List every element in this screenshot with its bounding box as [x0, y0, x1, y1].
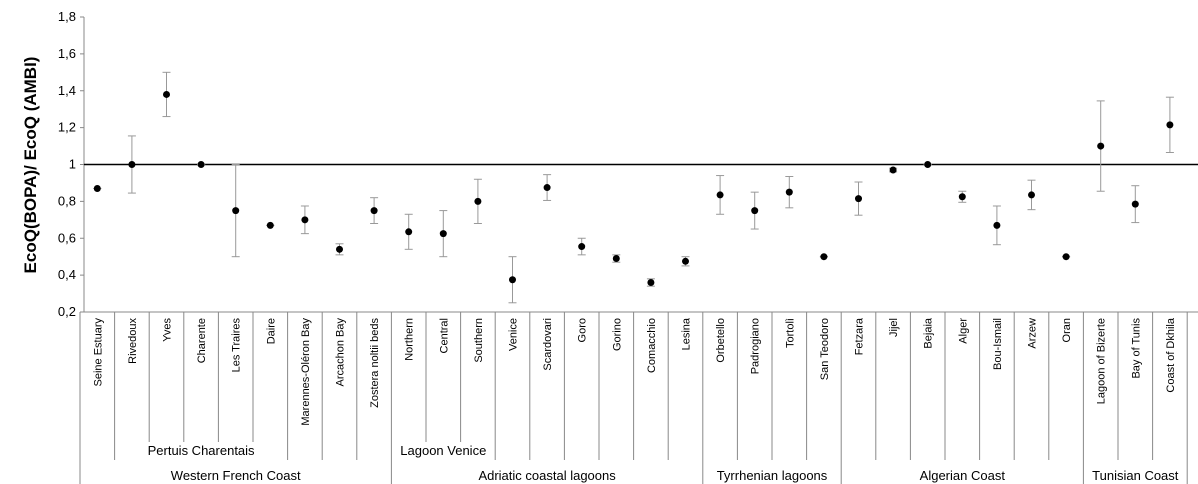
- x-tick-label: Northern: [404, 318, 416, 361]
- point: [370, 207, 378, 215]
- point: [612, 255, 620, 263]
- point: [820, 253, 828, 261]
- x-tick-label: Oran: [1061, 318, 1073, 342]
- x-tick-label: Fetzara: [854, 317, 866, 355]
- point: [128, 161, 136, 168]
- point: [889, 166, 897, 174]
- y-tick-label: 0,4: [58, 267, 76, 282]
- subgroup-label: Lagoon Venice: [400, 443, 486, 458]
- x-tick-label: Charente: [196, 318, 208, 363]
- point: [1062, 253, 1070, 261]
- y-tick-label: 0,8: [58, 193, 76, 208]
- x-tick-label: Goro: [577, 318, 589, 342]
- x-tick-label: Bou-Ismail: [992, 318, 1004, 370]
- point: [1166, 121, 1174, 129]
- point: [924, 161, 932, 168]
- x-tick-label: Scardovari: [542, 318, 554, 371]
- point: [439, 230, 447, 238]
- point: [1028, 191, 1035, 199]
- x-tick-label: Lagoon of Bizerte: [1096, 318, 1108, 404]
- point: [163, 90, 170, 98]
- point: [716, 191, 724, 199]
- point: [509, 276, 516, 284]
- group-label: Adriatic coastal lagoons: [478, 468, 616, 483]
- x-tick-label: Lesina: [681, 317, 693, 350]
- y-tick-label: 1,2: [58, 120, 76, 135]
- y-axis-title: EcoQ(BOPA)/ EcoQ (AMBI): [21, 57, 40, 274]
- y-tick-label: 1,4: [58, 83, 76, 98]
- x-tick-label: Arcachon Bay: [335, 318, 347, 387]
- group-label: Tunisian Coast: [1092, 468, 1179, 483]
- x-tick-label: Venice: [508, 318, 520, 351]
- point: [474, 197, 482, 205]
- x-tick-label: Alger: [957, 318, 969, 344]
- point: [232, 207, 240, 215]
- group-label: Western French Coast: [171, 468, 301, 483]
- y-tick-label: 0,6: [58, 230, 76, 245]
- point: [93, 184, 101, 192]
- point: [405, 228, 413, 236]
- point: [578, 243, 586, 251]
- x-tick-label: Padrogiano: [750, 318, 762, 374]
- x-tick-label: Yves: [162, 318, 174, 342]
- x-tick-label: Rivedoux: [127, 318, 139, 364]
- x-tick-label: Les Traires: [231, 318, 243, 373]
- group-label: Algerian Coast: [920, 468, 1006, 483]
- x-tick-label: Jijel: [888, 318, 900, 337]
- x-tick-label: Zostera noltii beds: [369, 318, 381, 408]
- subgroup-label: Pertuis Charentais: [148, 443, 255, 458]
- point: [336, 245, 343, 253]
- point: [855, 195, 862, 203]
- point: [197, 161, 205, 168]
- x-tick-label: Seine Estuary: [92, 318, 104, 387]
- x-tick-label: Bejaia: [923, 317, 935, 348]
- x-tick-label: San Teodoro: [819, 318, 831, 380]
- y-tick-label: 0,2: [58, 304, 76, 319]
- point: [751, 207, 759, 215]
- x-tick-label: Gorino: [611, 318, 623, 351]
- y-tick-label: 1,6: [58, 46, 76, 61]
- point: [682, 257, 689, 265]
- point: [993, 221, 1001, 229]
- point: [1131, 200, 1139, 208]
- x-tick-label: Tortolì: [784, 318, 796, 348]
- x-tick-label: Comacchio: [646, 318, 658, 373]
- point: [266, 221, 274, 229]
- point: [543, 184, 551, 192]
- x-tick-label: Daire: [265, 318, 277, 344]
- x-tick-label: Orbetello: [715, 318, 727, 363]
- x-tick-label: Marennes-Oléron Bay: [300, 318, 312, 426]
- x-tick-label: Bay of Tunis: [1130, 318, 1142, 379]
- x-tick-label: Arzew: [1027, 318, 1039, 349]
- y-tick-label: 1,8: [58, 9, 76, 24]
- point: [1097, 142, 1105, 150]
- x-tick-label: Central: [438, 318, 450, 353]
- point: [301, 216, 309, 224]
- point: [785, 188, 793, 196]
- y-tick-label: 1: [69, 157, 76, 172]
- group-label: Tyrrhenian lagoons: [717, 468, 828, 483]
- point: [958, 193, 966, 201]
- point: [647, 279, 655, 286]
- x-tick-label: Southern: [473, 318, 485, 363]
- x-tick-label: Coast of Dkhila: [1165, 317, 1177, 392]
